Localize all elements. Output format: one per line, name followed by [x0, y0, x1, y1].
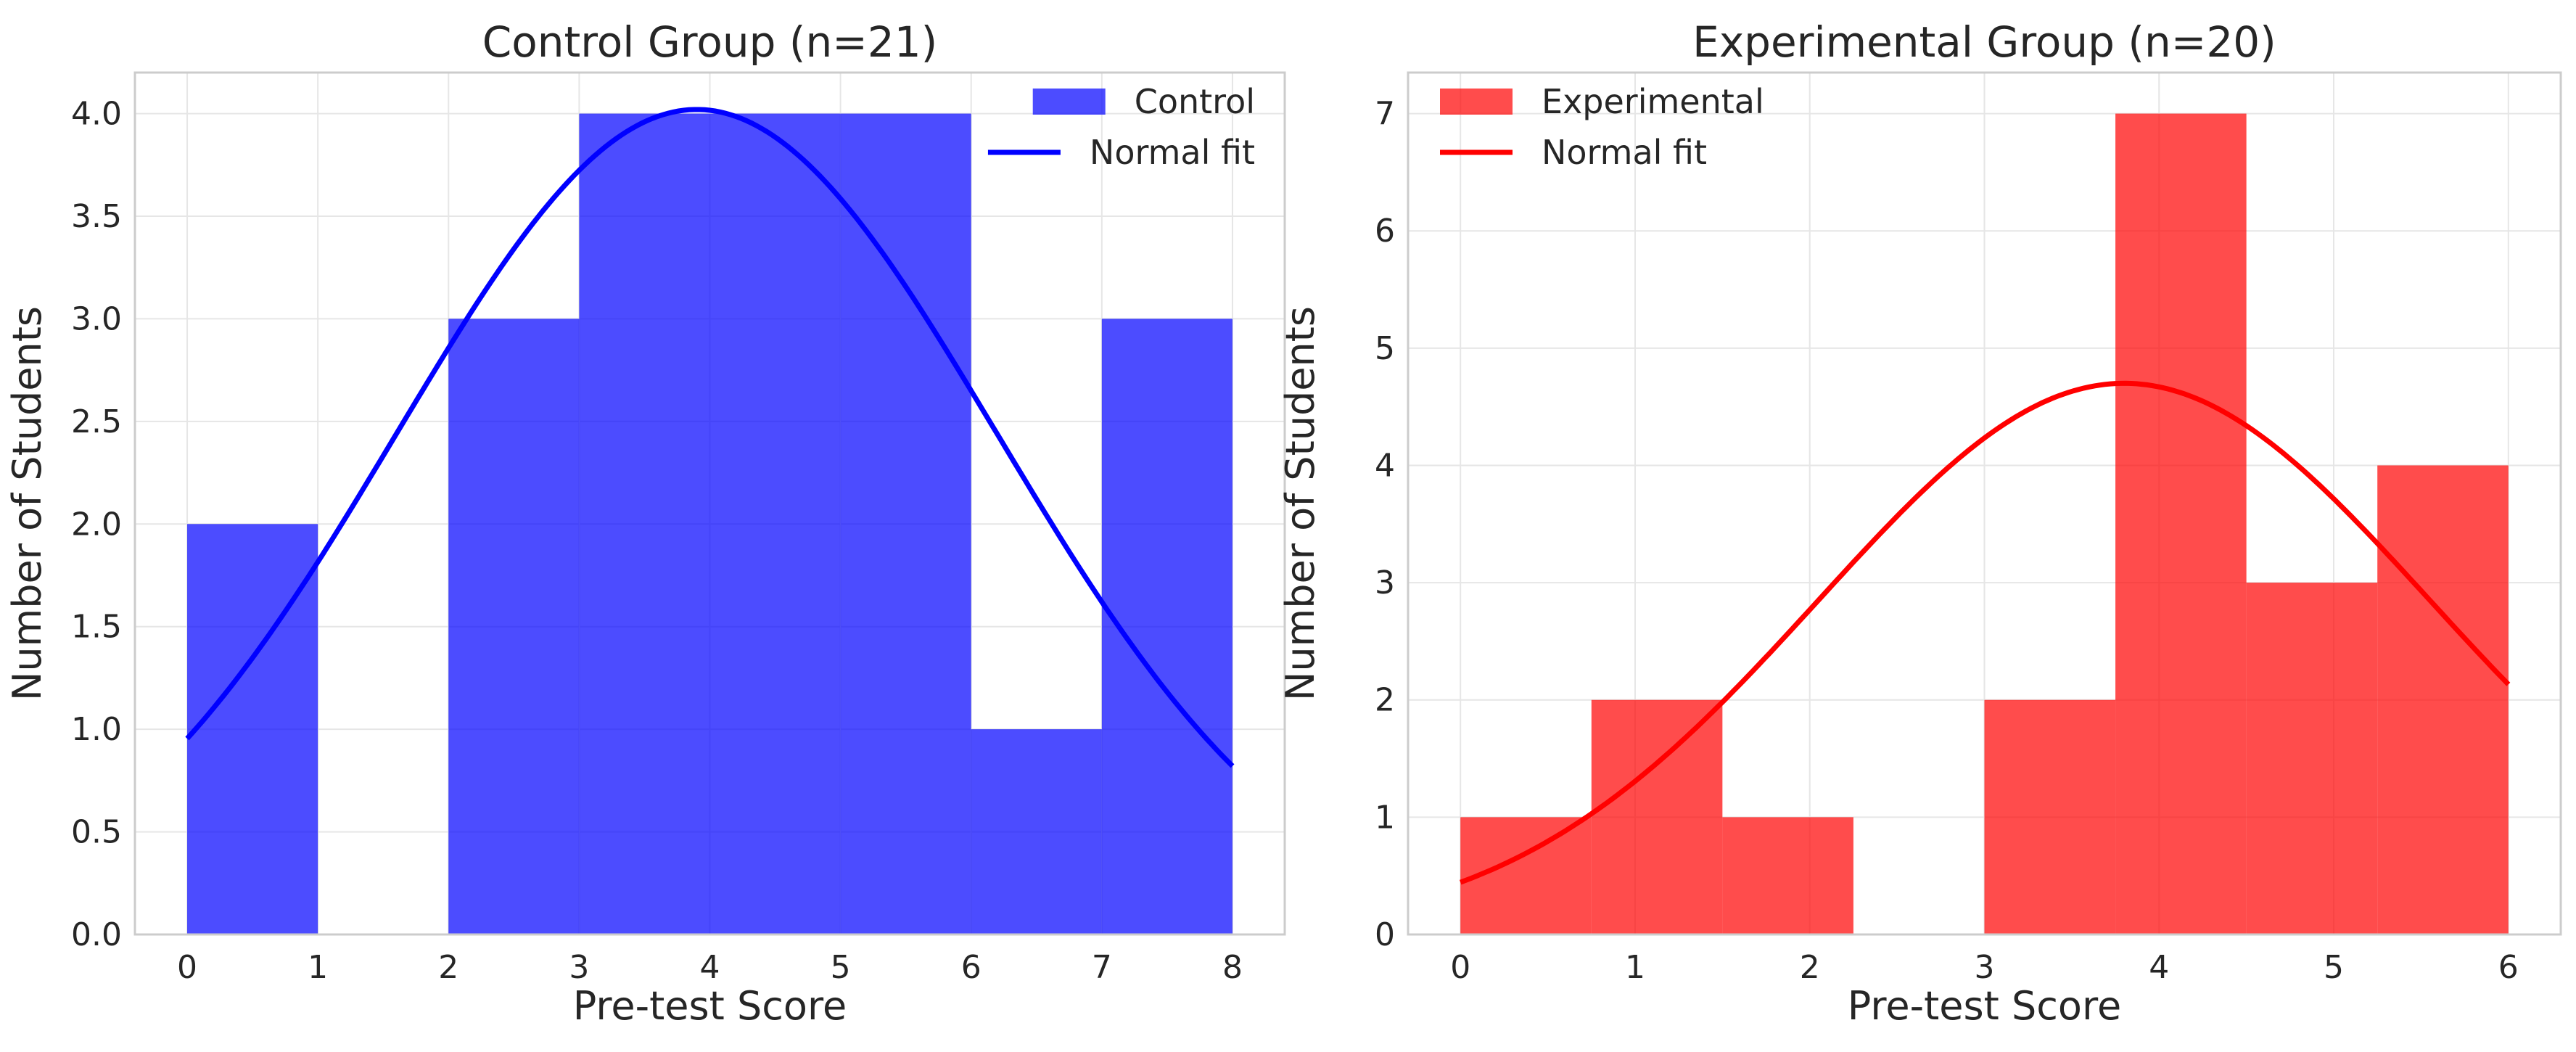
- histogram-bar: [2246, 583, 2378, 934]
- histogram-bar: [1591, 699, 1723, 934]
- legend-label: Normal fit: [1542, 133, 1707, 172]
- x-tick-label: 5: [2324, 949, 2344, 986]
- histogram-bar: [1984, 699, 2116, 934]
- y-tick-label: 1.0: [71, 711, 122, 748]
- x-axis-label: Pre-test Score: [573, 983, 847, 1029]
- y-tick-label: 2.5: [71, 403, 122, 440]
- histogram-bar: [840, 113, 971, 935]
- x-tick-label: 0: [1450, 949, 1470, 986]
- histogram-bar: [579, 113, 710, 935]
- y-tick-label: 3.5: [71, 198, 122, 235]
- x-axis-label: Pre-test Score: [1848, 983, 2121, 1029]
- legend-swatch: [1032, 89, 1106, 115]
- chart-title: Control Group (n=21): [482, 17, 938, 67]
- x-tick-label: 4: [2149, 949, 2169, 986]
- legend-label: Control: [1135, 82, 1255, 121]
- y-tick-label: 3: [1375, 564, 1395, 601]
- chart-panel-1: 0 1 2 3 4 5 6 7 8 0.0 0.5 1.0 1.5 2.0 2.5 3.0 3.5 4.0 Cont…: [4, 17, 1286, 1029]
- x-tick-label: 8: [1222, 949, 1243, 986]
- x-tick-label: 3: [569, 949, 589, 986]
- y-tick-label: 1: [1375, 799, 1395, 836]
- y-tick-label: 7: [1375, 96, 1395, 133]
- normal-fit-line: [185, 107, 1235, 768]
- legend-swatch: [1440, 89, 1513, 115]
- x-tick-label: 3: [1975, 949, 1995, 986]
- y-tick-label: 0.0: [71, 916, 122, 953]
- y-tick-label: 4: [1375, 447, 1395, 484]
- x-tick-label: 6: [2498, 949, 2519, 986]
- y-axis-label: Number of Students: [4, 306, 50, 701]
- x-tick-label: 4: [700, 949, 720, 986]
- x-tick-label: 6: [961, 949, 982, 986]
- x-tick-label: 5: [831, 949, 851, 986]
- normal-fit-line: [1459, 380, 2511, 885]
- legend: Control Normal fit: [987, 82, 1255, 172]
- legend-label: Experimental: [1542, 82, 1764, 121]
- x-tick-label: 2: [1800, 949, 1820, 986]
- x-tick-label: 1: [308, 949, 328, 986]
- histogram-bar: [1101, 319, 1233, 934]
- histogram-bar: [448, 319, 580, 934]
- plot-frame: [1407, 71, 2562, 936]
- y-tick-label: 2.0: [71, 506, 122, 543]
- x-tick-label: 1: [1625, 949, 1645, 986]
- plot-frame: [133, 71, 1286, 936]
- y-tick-label: 4.0: [71, 96, 122, 133]
- y-tick-label: 5: [1375, 330, 1395, 367]
- chart-title: Experimental Group (n=20): [1692, 17, 2276, 67]
- x-tick-label: 0: [177, 949, 197, 986]
- histogram-bar: [2115, 113, 2247, 935]
- legend-label: Normal fit: [1090, 133, 1255, 172]
- histogram-bar: [2377, 465, 2509, 934]
- histogram-bar: [1722, 817, 1853, 934]
- y-axis-label: Number of Students: [1277, 306, 1323, 701]
- y-tick-label: 1.5: [71, 609, 122, 646]
- y-tick-label: 3.0: [71, 300, 122, 337]
- x-tick-label: 2: [438, 949, 458, 986]
- legend: Experimental Normal fit: [1440, 82, 1764, 172]
- y-tick-label: 6: [1375, 213, 1395, 250]
- x-tick-label: 7: [1092, 949, 1112, 986]
- histogram-bar: [709, 113, 841, 935]
- y-tick-label: 2: [1375, 682, 1395, 719]
- histogram-bar: [187, 524, 318, 934]
- y-tick-label: 0.5: [71, 814, 122, 851]
- histogram-bar: [971, 729, 1102, 934]
- y-tick-label: 0: [1375, 916, 1395, 953]
- chart-panel-2: 0 1 2 3 4 5 6 0 1 2 3 4 5 6 7 Experimental Group (n=20)…: [1277, 17, 2562, 1029]
